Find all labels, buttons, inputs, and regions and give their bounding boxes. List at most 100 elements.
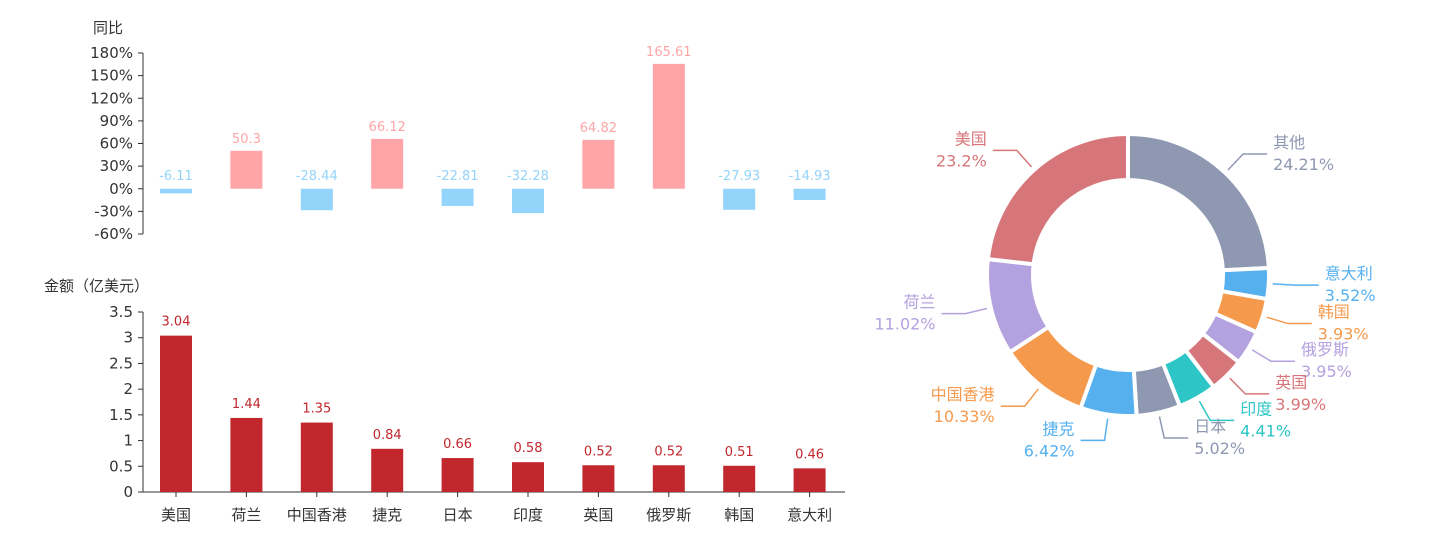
category-label: 中国香港 — [287, 506, 347, 524]
amount-y-tick-label: 3 — [123, 329, 133, 347]
yoy-bar — [230, 150, 263, 189]
donut-slice-percent: 3.95% — [1301, 362, 1352, 381]
donut-leader-line — [1229, 377, 1270, 395]
amount-bar — [441, 458, 474, 492]
donut-slice-name: 俄罗斯 — [1301, 340, 1349, 359]
donut-slice-percent: 4.41% — [1240, 421, 1291, 440]
amount-bar-value-label: 0.66 — [443, 437, 472, 452]
donut-slice — [985, 132, 1130, 267]
yoy-bar — [512, 188, 544, 214]
yoy-y-tick-label: -60% — [94, 225, 133, 243]
amount-bar-value-label: 0.52 — [584, 444, 613, 459]
amount-bar-value-label: 0.84 — [373, 428, 402, 443]
amount-bar — [582, 465, 615, 492]
category-label: 荷兰 — [231, 506, 261, 524]
yoy-y-tick-label: 0% — [109, 180, 133, 198]
donut-slice-percent: 5.02% — [1194, 439, 1245, 458]
amount-bar-chart: 金额（亿美元） 3.5 3 2.5 2 1.5 1 0.5 0 3.04 1.44 1.35 0.8… — [44, 277, 845, 524]
yoy-bar — [371, 138, 404, 189]
yoy-y-tick-label: 150% — [90, 67, 133, 85]
donut-slice-name: 捷克 — [1043, 419, 1075, 438]
category-axis-labels: 美国 荷兰 中国香港 捷克 日本 印度 英国 俄罗斯 韩国 意大利 — [161, 492, 832, 524]
amount-y-axis-title: 金额（亿美元） — [44, 277, 149, 295]
donut-leader-line — [1266, 316, 1312, 325]
donut-leader-line — [1080, 418, 1109, 442]
yoy-bar-value-label: 66.12 — [369, 120, 406, 135]
category-label: 日本 — [443, 506, 473, 524]
yoy-bar-value-label: -27.93 — [718, 169, 760, 184]
amount-bar-value-label: 1.44 — [232, 397, 261, 412]
yoy-bar-value-label: 50.3 — [232, 132, 261, 147]
amount-bar — [371, 448, 404, 492]
amount-bars: 3.04 1.44 1.35 0.84 0.66 0.58 0.52 0.52 0.51 0.46 — [160, 315, 826, 492]
donut-slice-percent: 23.2% — [936, 151, 987, 170]
donut-slice-name: 荷兰 — [904, 293, 936, 312]
yoy-y-axis-title: 同比 — [93, 19, 123, 37]
donut-slice-percent: 10.33% — [934, 407, 995, 426]
donut-leader-line — [1227, 153, 1268, 171]
yoy-bars: -6.11 50.3 -28.44 66.12 -22.81 -32.28 64.82 165… — [159, 45, 831, 214]
amount-y-tick-label: 0 — [123, 483, 133, 501]
amount-bar-value-label: 3.04 — [162, 315, 191, 330]
category-label: 韩国 — [724, 506, 754, 524]
yoy-bar-value-label: 64.82 — [580, 121, 617, 136]
amount-bar — [230, 417, 263, 492]
donut-slice-name: 美国 — [955, 129, 987, 148]
amount-bar — [793, 468, 826, 492]
donut-slice-name: 日本 — [1194, 417, 1226, 436]
yoy-bar — [160, 188, 192, 194]
donut-leader-line — [1000, 388, 1039, 407]
amount-bar-value-label: 1.35 — [302, 402, 331, 417]
yoy-bar-value-label: -32.28 — [507, 169, 549, 184]
donut-slice-percent: 3.52% — [1325, 286, 1376, 305]
yoy-y-tick-label: 60% — [100, 135, 133, 153]
yoy-bar — [582, 139, 615, 189]
yoy-bar — [723, 188, 756, 210]
yoy-bar — [652, 63, 685, 189]
amount-bar — [512, 462, 544, 492]
amount-y-tick-label: 1 — [123, 432, 133, 450]
donut-leader-line — [1198, 400, 1235, 422]
donut-slice-percent: 24.21% — [1273, 155, 1334, 174]
donut-slice-percent: 3.93% — [1318, 325, 1369, 344]
yoy-bar-chart: 同比 180% 150% 120% 90% 60% 30% 0% -30% -60% -6.11… — [90, 19, 830, 243]
yoy-bar-value-label: -22.81 — [437, 169, 479, 184]
amount-y-tick-label: 0.5 — [109, 457, 133, 475]
amount-y-tick-label: 2.5 — [109, 354, 133, 372]
amount-bar — [652, 465, 685, 492]
amount-bar-value-label: 0.46 — [795, 447, 824, 462]
donut-slice-percent: 3.99% — [1275, 395, 1326, 414]
yoy-y-tick-label: 120% — [90, 89, 133, 107]
donut-slice-name: 中国香港 — [931, 385, 995, 404]
category-label: 意大利 — [787, 506, 832, 524]
yoy-bar-value-label: -14.93 — [789, 169, 831, 184]
amount-y-tick-label: 2 — [123, 380, 133, 398]
amount-y-tick-label: 1.5 — [109, 406, 133, 424]
amount-bar — [723, 465, 756, 492]
amount-bar — [160, 335, 192, 492]
yoy-y-tick-label: 180% — [90, 44, 133, 62]
donut-slice-name: 韩国 — [1318, 303, 1350, 322]
category-label: 印度 — [513, 506, 543, 524]
yoy-bar-value-label: 165.61 — [646, 45, 692, 60]
yoy-bar-value-label: -28.44 — [296, 169, 338, 184]
donut-leader-line — [941, 307, 988, 315]
yoy-y-tick-label: -30% — [94, 202, 133, 220]
amount-y-tick-label: 3.5 — [109, 303, 133, 321]
donut-leader-line — [1251, 349, 1296, 362]
category-label: 捷克 — [372, 506, 402, 524]
category-label: 俄罗斯 — [646, 506, 691, 524]
yoy-bar-value-label: -6.11 — [159, 169, 193, 184]
donut-slice-name: 印度 — [1240, 399, 1272, 418]
donut-slice-name: 其他 — [1273, 133, 1305, 152]
category-label: 英国 — [583, 506, 613, 524]
amount-bar — [300, 422, 333, 492]
yoy-bar — [441, 188, 474, 206]
share-donut-chart: 其他 24.21% 意大利 3.52%韩国 3.93%俄罗斯 3.95%英国 3.99%印度… — [875, 129, 1376, 460]
donut-leader-line — [992, 149, 1032, 168]
yoy-y-axis: 180% 150% 120% 90% 60% 30% 0% -30% -60% — [90, 44, 144, 243]
yoy-y-tick-label: 90% — [100, 112, 133, 130]
yoy-bar — [793, 188, 826, 201]
donut-slice-name: 英国 — [1275, 373, 1307, 392]
